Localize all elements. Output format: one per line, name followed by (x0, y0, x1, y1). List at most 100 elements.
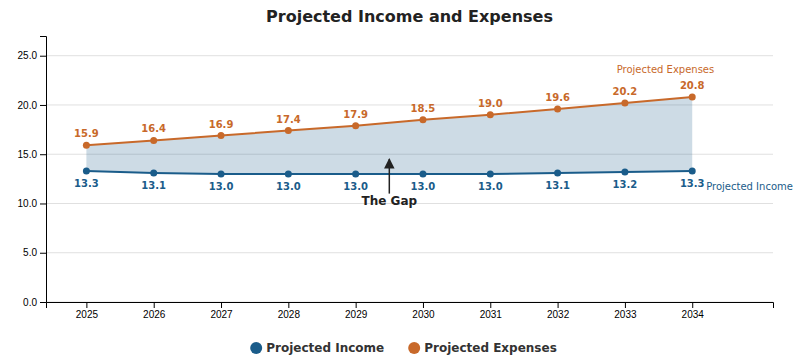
x-tick: 2031 (480, 302, 503, 320)
x-axis-line (47, 303, 774, 309)
y-axis-line (40, 37, 47, 303)
data-label: 13.0 (343, 181, 368, 192)
data-label: 17.4 (276, 114, 301, 125)
data-label: 13.2 (613, 179, 638, 190)
x-tick-mark (490, 302, 491, 308)
x-tick-label: 2031 (480, 309, 503, 320)
labels: 13.313.113.013.013.013.013.013.113.213.3… (74, 64, 793, 208)
x-tick-mark (154, 302, 155, 308)
x-tick: 2034 (682, 302, 705, 320)
x-tick-label: 2028 (278, 309, 301, 320)
legend: Projected Income Projected Expenses (250, 341, 557, 355)
x-tick: 2033 (614, 302, 637, 320)
y-tick: 25.0 (18, 50, 46, 61)
data-label: 20.8 (680, 80, 705, 91)
x-tick: 2029 (345, 302, 368, 320)
inline-series-label: Projected Income (706, 181, 793, 192)
data-label: 18.5 (411, 103, 436, 114)
point (218, 170, 225, 177)
point (487, 111, 494, 118)
data-label: 19.6 (545, 92, 570, 103)
legend-item: Projected Income (250, 341, 384, 355)
y-tick: 0.0 (23, 297, 46, 308)
legend-swatch (408, 342, 420, 354)
x-tick-mark (221, 302, 222, 308)
y-tick-label: 15.0 (18, 149, 38, 160)
x-tick-mark (86, 302, 87, 308)
grid-line (46, 252, 773, 253)
point (554, 105, 561, 112)
x-tick-label: 2027 (210, 309, 233, 320)
point (352, 170, 359, 177)
data-label: 20.2 (613, 86, 638, 97)
point (689, 94, 696, 101)
x-tick-mark (625, 302, 626, 308)
point (621, 99, 628, 106)
x-tick: 2032 (547, 302, 570, 320)
point (621, 168, 628, 175)
x-tick: 2025 (76, 302, 99, 320)
series-line (86, 97, 692, 145)
y-tick-label: 0.0 (23, 297, 37, 308)
point (352, 122, 359, 129)
y-tick-label: 10.0 (18, 198, 38, 209)
y-tick-mark (40, 302, 46, 303)
title: Projected Income and Expenses (266, 7, 553, 26)
data-label: 13.0 (276, 181, 301, 192)
data-label: 13.0 (209, 181, 234, 192)
point (419, 116, 426, 123)
x-axis: 2025 2026 2027 2028 2029 2030 2031 2032 2033 2034 (47, 302, 774, 320)
legend-swatch (250, 342, 262, 354)
y-tick: 5.0 (23, 247, 46, 258)
y-tick: 10.0 (18, 198, 46, 209)
point (487, 170, 494, 177)
x-tick-label: 2025 (76, 309, 99, 320)
data-label: 17.9 (343, 109, 368, 120)
x-tick-label: 2033 (614, 309, 637, 320)
point (285, 170, 292, 177)
data-label: 13.0 (411, 181, 436, 192)
data-label: 16.9 (209, 119, 234, 130)
x-tick-mark (356, 302, 357, 308)
y-tick-mark (40, 105, 46, 106)
data-label: 16.4 (141, 123, 166, 134)
y-tick-label: 5.0 (23, 247, 37, 258)
point (419, 170, 426, 177)
y-tick: 15.0 (18, 149, 46, 160)
chart: 2025 2026 2027 2028 2029 2030 2031 2032 2033 2034… (0, 0, 807, 364)
x-tick-label: 2034 (682, 309, 705, 320)
y-tick-mark (40, 253, 46, 254)
x-tick-label: 2026 (143, 309, 166, 320)
annotation-arrow (389, 159, 391, 193)
x-tick: 2028 (278, 302, 301, 320)
x-tick: 2030 (412, 302, 435, 320)
y-axis: 0.0 5.0 10.0 15.0 20.0 25.0 (18, 37, 47, 308)
x-tick: 2027 (210, 302, 233, 320)
data-label: 13.3 (680, 178, 705, 189)
data-label: 13.0 (478, 181, 503, 192)
y-tick-mark (40, 56, 46, 57)
y-tick: 20.0 (18, 100, 46, 111)
legend-label: Projected Income (266, 341, 384, 355)
point (689, 167, 696, 174)
grid-line (46, 55, 773, 56)
legend-label: Projected Expenses (424, 341, 557, 355)
x-tick-label: 2029 (345, 309, 368, 320)
x-tick-mark (692, 302, 693, 308)
data-label: 13.1 (545, 180, 570, 191)
x-tick-mark (558, 302, 559, 308)
point (285, 127, 292, 134)
y-tick-mark (40, 203, 46, 204)
annotation: The Gap (362, 194, 418, 208)
point (150, 169, 157, 176)
data-label: 13.3 (74, 178, 99, 189)
point (554, 169, 561, 176)
x-tick-mark (423, 302, 424, 308)
point (83, 142, 90, 149)
y-tick-label: 20.0 (18, 100, 38, 111)
x-tick-mark (288, 302, 289, 308)
legend-item: Projected Expenses (408, 341, 557, 355)
inline-series-label: Projected Expenses (617, 64, 715, 75)
data-label: 19.0 (478, 98, 503, 109)
y-tick-label: 25.0 (18, 50, 38, 61)
